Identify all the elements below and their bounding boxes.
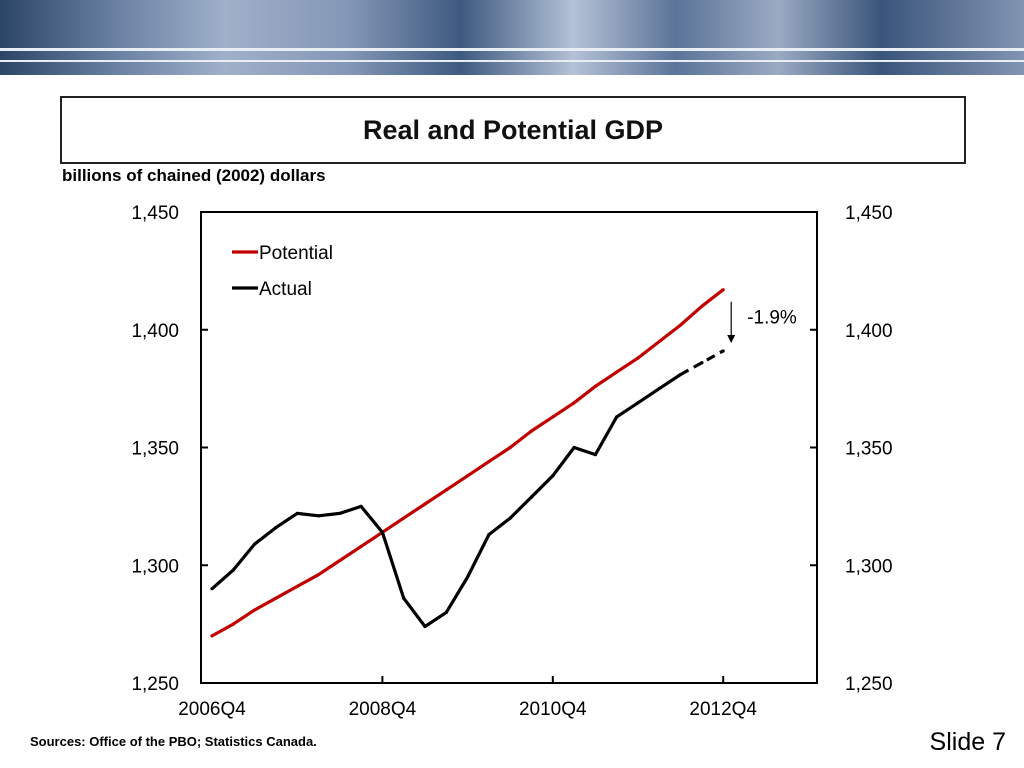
- banner-stripe: [0, 60, 1024, 62]
- data-point-potential: [338, 558, 342, 563]
- data-point-actual: [253, 542, 257, 546]
- units-label: billions of chained (2002) dollars: [62, 166, 326, 185]
- legend-label-actual: Actual: [259, 279, 312, 300]
- title-box: Real and Potential GDP: [60, 96, 966, 164]
- data-point-actual: [593, 452, 598, 457]
- data-point-actual: [551, 474, 555, 478]
- annotation-label: -1.9%: [747, 308, 797, 329]
- data-point-actual: [274, 525, 278, 530]
- y-tick-label-right: 1,450: [845, 203, 893, 224]
- data-point-potential: [615, 370, 619, 374]
- data-point-potential: [487, 460, 491, 464]
- data-point-potential: [444, 488, 448, 492]
- y-tick-label-right: 1,350: [845, 439, 893, 460]
- data-point-potential: [210, 634, 214, 638]
- data-point-actual: [295, 511, 299, 516]
- data-point-potential: [316, 573, 321, 577]
- x-tick-label: 2006Q4: [178, 699, 246, 720]
- y-tick-label-right: 1,300: [845, 556, 893, 577]
- data-point-actual: [487, 533, 491, 537]
- x-tick-label: 2010Q4: [519, 699, 587, 720]
- data-point-potential: [700, 304, 704, 308]
- data-point-potential: [295, 584, 299, 589]
- data-point-actual: [466, 575, 470, 579]
- y-tick-label-left: 1,350: [131, 439, 179, 460]
- data-point-actual: [615, 415, 619, 419]
- data-point-potential: [466, 474, 470, 478]
- data-point-potential: [402, 516, 406, 520]
- y-tick-label-left: 1,300: [131, 556, 179, 577]
- x-tick-label: 2012Q4: [689, 699, 757, 720]
- series-line-actual-projection: [679, 349, 724, 376]
- data-point-potential: [274, 596, 278, 600]
- data-point-actual: [380, 530, 384, 534]
- data-point-actual: [316, 514, 321, 518]
- slide-number: Slide 7: [929, 728, 1006, 756]
- data-point-actual: [402, 596, 406, 600]
- data-point-actual: [636, 401, 640, 405]
- y-tick-label-right: 1,250: [845, 674, 893, 695]
- y-tick-label-right: 1,400: [845, 321, 893, 342]
- data-point-potential: [636, 356, 640, 360]
- data-point-potential: [551, 415, 555, 419]
- legend-label-potential: Potential: [259, 243, 333, 264]
- banner-stripe: [0, 48, 1024, 51]
- data-point-actual: [359, 504, 363, 508]
- data-point-actual: [444, 610, 448, 614]
- slide-title: Real and Potential GDP: [362, 114, 664, 145]
- data-point-actual: [700, 361, 704, 365]
- data-point-actual: [231, 568, 235, 572]
- header-banner: [0, 0, 1024, 75]
- data-point-actual: [679, 372, 683, 377]
- annotation-arrow-head: [727, 334, 736, 343]
- data-point-potential: [679, 323, 683, 327]
- y-tick-label-left: 1,400: [131, 321, 179, 342]
- data-point-potential: [572, 401, 576, 405]
- data-point-potential: [508, 445, 512, 450]
- data-point-potential: [423, 502, 427, 506]
- data-point-potential: [253, 608, 257, 612]
- x-tick-label: 2008Q4: [349, 699, 417, 720]
- data-point-potential: [721, 288, 725, 292]
- data-point-actual: [210, 587, 214, 591]
- data-point-actual: [338, 511, 342, 516]
- data-point-actual: [657, 387, 661, 391]
- data-point-potential: [593, 384, 598, 388]
- data-point-potential: [529, 429, 534, 433]
- data-point-potential: [657, 339, 661, 344]
- sources-note: Sources: Office of the PBO; Statistics C…: [30, 734, 317, 749]
- data-point-actual: [529, 495, 534, 499]
- data-point-actual: [572, 445, 576, 450]
- data-point-potential: [359, 544, 363, 549]
- y-tick-label-left: 1,450: [131, 203, 179, 224]
- data-point-potential: [231, 622, 235, 626]
- data-point-actual: [423, 624, 427, 629]
- y-tick-label-left: 1,250: [131, 674, 179, 695]
- data-point-actual: [508, 516, 512, 520]
- data-point-actual: [721, 349, 725, 353]
